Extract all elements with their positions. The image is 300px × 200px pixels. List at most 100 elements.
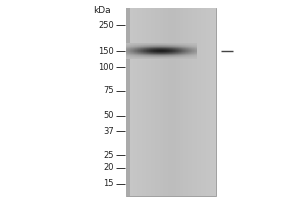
Bar	[153, 53, 154, 54]
Bar	[179, 49, 180, 50]
Bar	[160, 51, 161, 52]
Bar	[177, 48, 178, 49]
Bar	[127, 46, 128, 47]
Bar	[148, 44, 149, 45]
Bar	[126, 47, 127, 48]
Bar	[127, 44, 128, 45]
Bar	[153, 57, 154, 58]
Bar	[196, 51, 197, 52]
Bar	[136, 43, 137, 44]
Bar	[135, 56, 136, 57]
Bar	[170, 45, 171, 46]
Bar	[175, 47, 176, 48]
Bar	[138, 50, 139, 51]
Bar	[190, 47, 191, 48]
Bar	[187, 53, 188, 54]
Bar	[140, 56, 141, 57]
Bar	[181, 44, 182, 45]
Bar	[185, 48, 186, 49]
Bar	[185, 47, 186, 48]
Bar	[180, 52, 181, 53]
Bar	[126, 51, 127, 52]
Bar	[142, 55, 143, 56]
Bar	[128, 56, 129, 57]
Bar	[153, 53, 154, 54]
Bar	[160, 50, 161, 51]
Bar	[173, 56, 174, 57]
Bar	[183, 49, 184, 50]
Bar	[161, 56, 162, 57]
Bar	[132, 58, 133, 59]
Bar	[134, 51, 135, 52]
Bar	[187, 46, 188, 47]
Bar	[144, 51, 145, 52]
Bar	[175, 50, 176, 51]
Bar	[186, 53, 187, 54]
Bar	[168, 56, 169, 57]
Bar	[192, 8, 194, 196]
Bar	[147, 51, 148, 52]
Bar	[185, 54, 186, 55]
Bar	[128, 54, 129, 55]
Bar	[184, 49, 185, 50]
Bar	[160, 44, 161, 45]
Bar	[150, 47, 151, 48]
Bar	[130, 55, 131, 56]
Bar	[144, 47, 145, 48]
Bar	[177, 55, 178, 56]
Bar	[152, 54, 153, 55]
Bar	[159, 47, 160, 48]
Bar	[155, 53, 156, 54]
Bar	[164, 53, 165, 54]
Bar	[192, 46, 193, 47]
Bar	[144, 44, 145, 45]
Bar	[165, 43, 166, 44]
Bar	[159, 48, 160, 49]
Bar	[150, 44, 151, 45]
Bar	[169, 52, 170, 53]
Bar	[159, 49, 160, 50]
Bar	[152, 49, 153, 50]
Bar	[178, 53, 179, 54]
Bar	[195, 46, 196, 47]
Bar	[156, 57, 157, 58]
Bar	[127, 58, 128, 59]
Bar	[190, 52, 191, 53]
Bar	[179, 56, 180, 57]
Bar	[153, 44, 154, 45]
Bar	[131, 49, 132, 50]
Bar	[190, 51, 191, 52]
Text: 20: 20	[103, 164, 114, 172]
Bar	[148, 56, 149, 57]
Bar	[195, 46, 196, 47]
Bar	[147, 54, 148, 55]
Bar	[138, 49, 139, 50]
Bar	[142, 53, 143, 54]
Bar	[146, 57, 147, 58]
Bar	[158, 45, 159, 46]
Bar	[173, 44, 174, 45]
Bar	[137, 56, 138, 57]
Bar	[173, 49, 174, 50]
Bar	[146, 44, 147, 45]
Bar	[127, 55, 128, 56]
Bar	[159, 46, 160, 47]
Bar	[160, 49, 161, 50]
Bar	[179, 48, 180, 49]
Bar	[169, 49, 170, 50]
Bar	[182, 49, 183, 50]
Bar	[189, 45, 190, 46]
Bar	[181, 48, 182, 49]
Bar	[160, 49, 161, 50]
Bar	[166, 47, 167, 48]
Bar	[133, 49, 134, 50]
Bar	[193, 47, 194, 48]
Bar	[144, 45, 145, 46]
Bar	[160, 56, 161, 57]
Bar	[144, 49, 145, 50]
Bar	[181, 51, 182, 52]
Bar	[144, 51, 145, 52]
Bar	[167, 47, 168, 48]
Bar	[172, 44, 173, 45]
Bar	[142, 47, 143, 48]
